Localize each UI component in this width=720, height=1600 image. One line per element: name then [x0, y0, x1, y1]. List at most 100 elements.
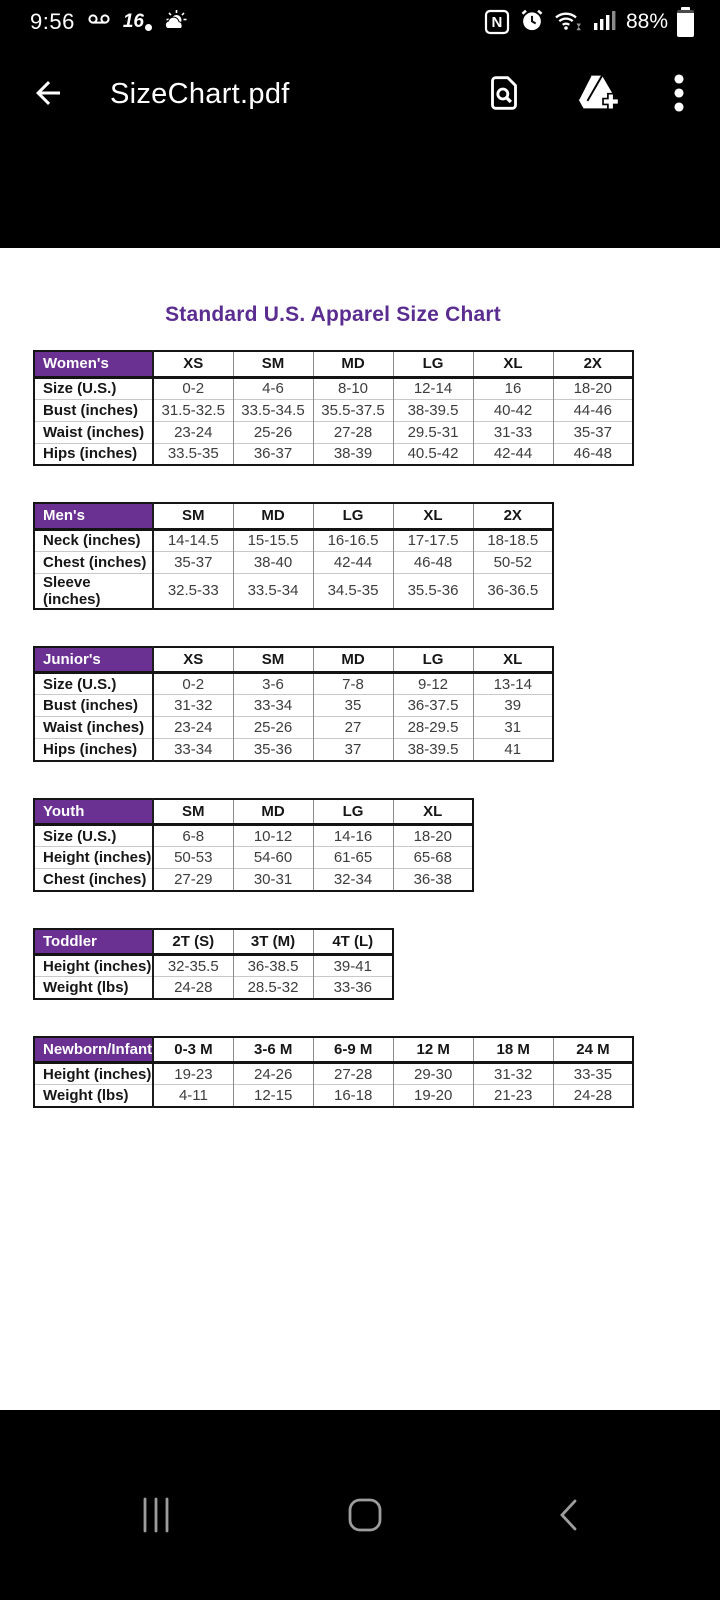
column-header: 2X [552, 351, 633, 379]
table-row: Chest (inches) 35-37 38-40 42-44 46-48 50-52 [34, 550, 553, 573]
value-cell: 14-16 [312, 824, 393, 847]
value-cell: 41 [472, 738, 553, 761]
value-cell: 19-23 [152, 1062, 234, 1085]
value-cell: 25-26 [232, 716, 313, 739]
value-cell: 31-32 [472, 1062, 554, 1085]
column-header: 24 M [552, 1036, 634, 1064]
value-cell: 31 [472, 716, 553, 739]
column-header: MD [312, 646, 393, 674]
value-cell: 23-24 [152, 420, 233, 443]
row-label: Weight (lbs) [34, 976, 154, 999]
size-table-mens: Men's SM MD LG XL 2X Neck (inches) 14-14.5 15-15… [33, 502, 554, 610]
size-table-youth: Youth SM MD LG XL Size (U.S.) 6-8 10-12 14-16 18-… [33, 797, 474, 892]
table-group-header: Newborn/Infant [34, 1036, 155, 1064]
value-cell: 37 [312, 738, 393, 761]
column-header: 2T (S) [152, 928, 233, 956]
table-row: Size (U.S.) 0-2 3-6 7-8 9-12 13-14 [34, 672, 553, 695]
row-label: Sleeve (inches) [34, 572, 154, 609]
table-row: Waist (inches) 23-24 25-26 27 28-29.5 31 [34, 716, 553, 739]
pdf-page[interactable]: Standard U.S. Apparel Size Chart Women's… [0, 248, 720, 1410]
value-cell: 3-6 [232, 672, 313, 695]
value-cell: 33-34 [152, 738, 233, 761]
back-icon [558, 1497, 580, 1536]
row-label: Chest (inches) [34, 868, 154, 891]
value-cell: 42-44 [312, 550, 393, 573]
value-cell: 33.5-35 [152, 442, 233, 465]
table-row: Size (U.S.) 0-2 4-6 8-10 12-14 16 18-20 [34, 376, 633, 399]
row-label: Hips (inches) [34, 442, 154, 465]
navigation-bar [0, 1432, 720, 1600]
table-group-header: Youth [34, 798, 154, 826]
recents-icon [140, 1496, 172, 1537]
voicemail-icon [87, 11, 111, 34]
column-header: SM [232, 351, 313, 379]
document-filename: SizeChart.pdf [110, 77, 290, 110]
value-cell: 29-30 [392, 1062, 474, 1085]
column-header: 18 M [472, 1036, 554, 1064]
table-row: Weight (lbs) 24-28 28.5-32 33-36 [34, 976, 393, 999]
search-document-icon [484, 72, 524, 117]
value-cell: 35-37 [552, 420, 633, 443]
row-label: Height (inches) [34, 846, 154, 869]
column-header: LG [392, 646, 473, 674]
size-table-newborn: Newborn/Infant 0-3 M 3-6 M 6-9 M 12 M 18 M 24 … [33, 1035, 635, 1108]
row-label: Size (U.S.) [34, 672, 154, 695]
column-header: XL [472, 646, 553, 674]
add-to-drive-button[interactable] [575, 72, 621, 117]
wifi-icon [554, 8, 584, 37]
value-cell: 28.5-32 [232, 976, 313, 999]
value-cell: 39 [472, 694, 553, 717]
column-header: XL [392, 503, 473, 531]
row-label: Height (inches) [34, 1062, 155, 1085]
value-cell: 36-38 [392, 868, 473, 891]
value-cell: 38-39.5 [392, 738, 473, 761]
value-cell: 33-34 [232, 694, 313, 717]
row-label: Weight (lbs) [34, 1084, 155, 1107]
battery-level [677, 13, 694, 37]
more-options-button[interactable] [672, 72, 686, 117]
status-bar-left: 9:56 16 [30, 9, 189, 36]
value-cell: 40.5-42 [392, 442, 473, 465]
value-cell: 50-52 [472, 550, 553, 573]
table-row: Weight (lbs) 4-11 12-15 16-18 19-20 21-23 24-2… [34, 1084, 634, 1107]
value-cell: 38-39.5 [392, 398, 473, 421]
value-cell: 31-33 [472, 420, 553, 443]
value-cell: 36-37.5 [392, 694, 473, 717]
column-header: SM [232, 646, 313, 674]
column-header: 0-3 M [152, 1036, 234, 1064]
back-button[interactable] [30, 75, 66, 114]
value-cell: 35-36 [232, 738, 313, 761]
column-header: XL [472, 351, 553, 379]
value-cell: 16-18 [312, 1084, 394, 1107]
value-cell: 32-35.5 [152, 954, 233, 977]
table-row: Size (U.S.) 6-8 10-12 14-16 18-20 [34, 824, 473, 847]
column-header: 2X [472, 503, 553, 531]
value-cell: 35 [312, 694, 393, 717]
recents-button[interactable] [140, 1496, 172, 1537]
value-cell: 0-2 [152, 376, 233, 399]
find-in-document-button[interactable] [484, 72, 524, 117]
column-header: XS [152, 646, 233, 674]
value-cell: 30-31 [232, 868, 313, 891]
row-label: Neck (inches) [34, 528, 154, 551]
row-label: Hips (inches) [34, 738, 154, 761]
value-cell: 7-8 [312, 672, 393, 695]
home-button[interactable] [347, 1497, 383, 1536]
size-table-juniors: Junior's XS SM MD LG XL Size (U.S.) 0-2 3-6 7-8 9-… [33, 645, 554, 762]
value-cell: 32-34 [312, 868, 393, 891]
value-cell: 8-10 [312, 376, 393, 399]
battery-icon [677, 7, 694, 37]
column-header: 4T (L) [312, 928, 393, 956]
value-cell: 27-28 [312, 1062, 394, 1085]
value-cell: 42-44 [472, 442, 553, 465]
back-nav-button[interactable] [558, 1497, 580, 1536]
value-cell: 33-36 [312, 976, 393, 999]
value-cell: 14-14.5 [152, 528, 233, 551]
value-cell: 32.5-33 [152, 572, 233, 609]
value-cell: 4-6 [232, 376, 313, 399]
value-cell: 18-20 [392, 824, 473, 847]
table-row: Chest (inches) 27-29 30-31 32-34 36-38 [34, 868, 473, 891]
status-bar: 9:56 16 [0, 0, 720, 44]
value-cell: 9-12 [392, 672, 473, 695]
